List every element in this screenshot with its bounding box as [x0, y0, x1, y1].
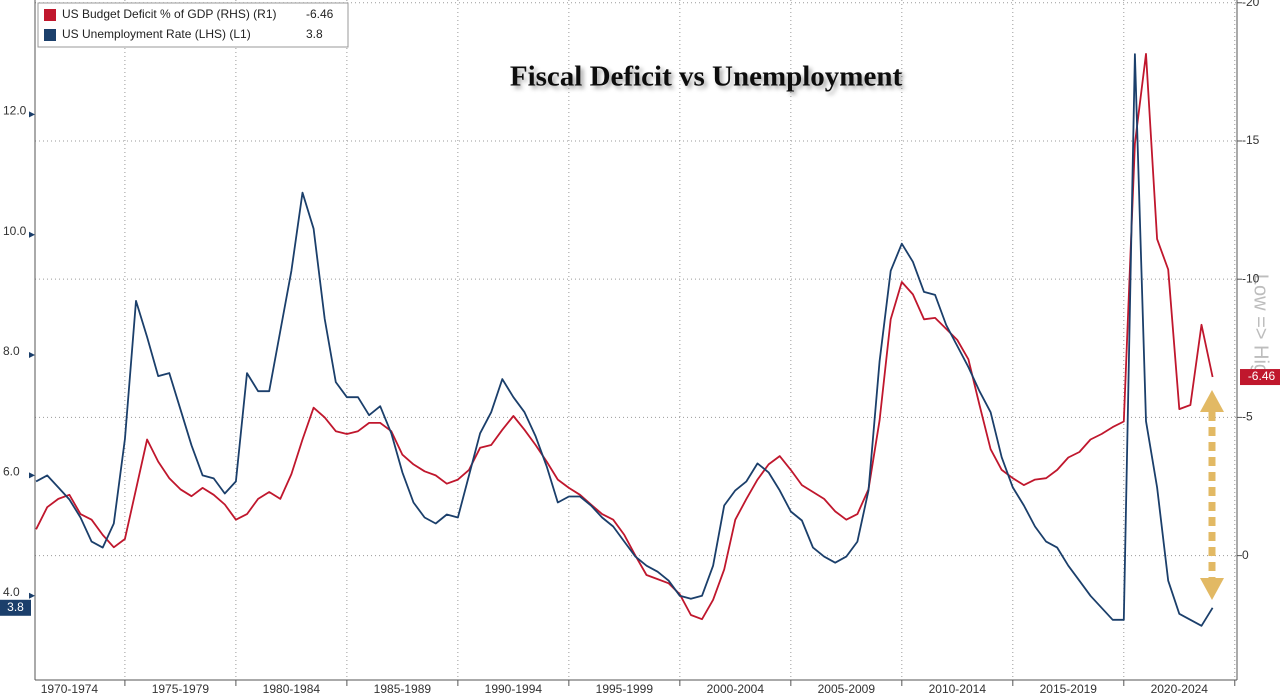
range-arrow: [1200, 390, 1224, 600]
y-tick-label: 6.0: [3, 465, 20, 479]
y2-tick-label: -15: [1242, 133, 1260, 147]
y2-tick-label: -5: [1242, 410, 1253, 424]
y-tick-label: 8.0: [3, 344, 20, 358]
annotation: Low => High: [1250, 274, 1272, 386]
y-tick-label: 4.0: [3, 585, 20, 599]
chart-title: Fiscal Deficit vs Unemployment: [510, 61, 903, 93]
grid-layer: [35, 0, 1237, 686]
x-tick-label: 2015-2019: [1040, 682, 1098, 696]
line-layer: [35, 53, 1214, 627]
x-tick-label: 2000-2004: [707, 682, 765, 696]
legend-value: -6.46: [306, 7, 334, 21]
series-line: [35, 53, 1214, 627]
x-tick-label: 1990-1994: [485, 682, 543, 696]
x-tick-label: 1985-1989: [374, 682, 432, 696]
last-value-label: 3.8: [7, 600, 24, 614]
y-tick: [29, 352, 35, 359]
series-line: [35, 53, 1214, 621]
legend-label: US Budget Deficit % of GDP (RHS) (R1): [62, 7, 277, 21]
last-value-label: -6.46: [1248, 369, 1276, 383]
arrow-head-up: [1200, 390, 1224, 412]
last-value-box: [1240, 369, 1280, 386]
legend-swatch: [44, 29, 56, 41]
last-value-box: [0, 599, 31, 616]
legend-value: 3.8: [306, 27, 323, 41]
y2-tick-label: -20: [1242, 0, 1260, 9]
y-tick-label: 10.0: [3, 224, 27, 238]
y-tick: [29, 472, 35, 479]
legend-swatch: [44, 9, 56, 21]
x-tick-label: 2020-2024: [1151, 682, 1209, 696]
y-tick: [29, 111, 35, 118]
x-tick-label: 1980-1984: [263, 682, 321, 696]
arrow-head-down: [1200, 578, 1224, 600]
y2-tick-label: -10: [1242, 271, 1260, 285]
legend-label: US Unemployment Rate (LHS) (L1): [62, 27, 251, 41]
y-tick-label: 12.0: [3, 104, 27, 118]
legend: US Budget Deficit % of GDP (RHS) (R1) -6.…: [37, 2, 349, 48]
legend-box: [37, 2, 349, 48]
y2-tick-label: 0: [1242, 548, 1249, 562]
x-tick-label: 2010-2014: [929, 682, 987, 696]
x-tick-label: 1970-1974: [41, 682, 99, 696]
x-tick-label: 2005-2009: [818, 682, 876, 696]
y-tick: [29, 231, 35, 238]
x-tick-label: 1995-1999: [596, 682, 654, 696]
y-tick: [29, 592, 35, 599]
x-tick-label: 1975-1979: [152, 682, 210, 696]
